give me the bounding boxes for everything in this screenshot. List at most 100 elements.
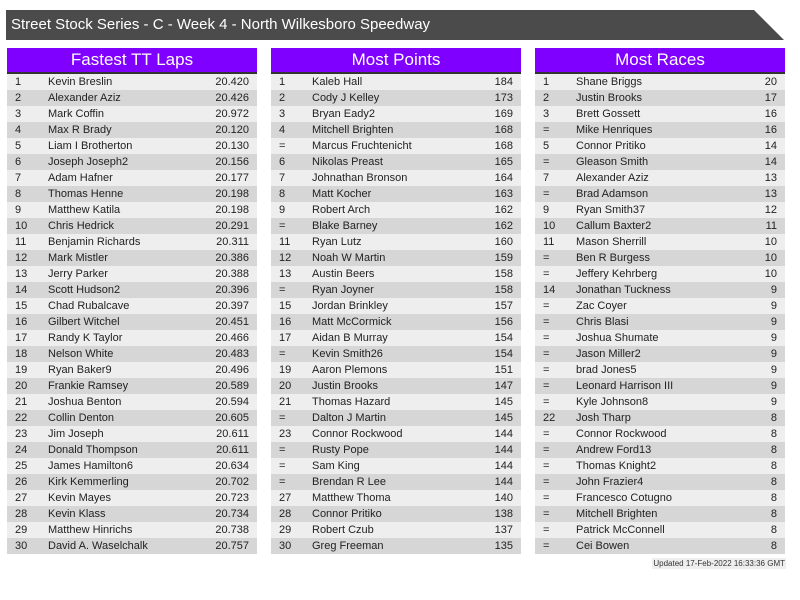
position-cell: =	[543, 508, 550, 520]
position-cell: =	[543, 252, 550, 264]
table-row: 3 Bryan Eady2 169	[271, 106, 521, 122]
value-cell: 156	[494, 316, 513, 328]
value-cell: 8	[770, 428, 777, 440]
position-cell: =	[279, 412, 286, 424]
value-cell: 16	[764, 124, 777, 136]
driver-name-cell: Donald Thompson	[48, 444, 138, 456]
driver-name-cell: Jim Joseph	[48, 428, 104, 440]
driver-name-cell: Chad Rubalcave	[48, 300, 130, 312]
driver-name-cell: Matt Kocher	[312, 188, 372, 200]
value-cell: 17	[764, 92, 777, 104]
table-row: = Patrick McConnell 8	[535, 522, 785, 538]
driver-name-cell: Ryan Baker9	[48, 364, 112, 376]
table-row: = Leonard Harrison III 9	[535, 378, 785, 394]
position-cell: =	[279, 348, 286, 360]
position-cell: 15	[15, 300, 28, 312]
position-cell: 27	[15, 492, 28, 504]
driver-name-cell: Jonathan Tuckness	[576, 284, 671, 296]
driver-name-cell: Aidan B Murray	[312, 332, 388, 344]
table-row: 7 Johnathan Bronson 164	[271, 170, 521, 186]
position-cell: =	[543, 444, 550, 456]
position-cell: 18	[15, 348, 28, 360]
driver-name-cell: Blake Barney	[312, 220, 378, 232]
table-row: 18 Nelson White 20.483	[7, 346, 257, 362]
value-cell: 144	[494, 428, 513, 440]
driver-name-cell: Alexander Aziz	[576, 172, 649, 184]
driver-name-cell: Jordan Brinkley	[312, 300, 388, 312]
value-cell: 144	[494, 476, 513, 488]
table-row: 19 Aaron Plemons 151	[271, 362, 521, 378]
driver-name-cell: Francesco Cotugno	[576, 492, 672, 504]
driver-name-cell: John Frazier4	[576, 476, 644, 488]
driver-name-cell: Leonard Harrison III	[576, 380, 674, 392]
position-cell: =	[279, 476, 286, 488]
table-row: 13 Jerry Parker 20.388	[7, 266, 257, 282]
driver-name-cell: Adam Hafner	[48, 172, 113, 184]
table-row: 30 David A. Waselchalk 20.757	[7, 538, 257, 554]
table-row: = Ben R Burgess 10	[535, 250, 785, 266]
value-cell: 13	[764, 188, 777, 200]
value-cell: 10	[764, 252, 777, 264]
position-cell: 1	[543, 76, 550, 88]
table-row: 15 Chad Rubalcave 20.397	[7, 298, 257, 314]
table-row: 30 Greg Freeman 135	[271, 538, 521, 554]
table-row: = Chris Blasi 9	[535, 314, 785, 330]
value-cell: 20.702	[215, 476, 249, 488]
table-row: 3 Brett Gossett 16	[535, 106, 785, 122]
value-cell: 20.496	[215, 364, 249, 376]
table-row: = Dalton J Martin 145	[271, 410, 521, 426]
table-row: 22 Josh Tharp 8	[535, 410, 785, 426]
value-cell: 137	[494, 524, 513, 536]
position-cell: 6	[15, 156, 22, 168]
value-cell: 20.451	[215, 316, 249, 328]
position-cell: 24	[15, 444, 28, 456]
position-cell: =	[543, 460, 550, 472]
value-cell: 20.198	[215, 188, 249, 200]
driver-name-cell: Kevin Klass	[48, 508, 106, 520]
table-row: 16 Matt McCormick 156	[271, 314, 521, 330]
driver-name-cell: Connor Pritiko	[312, 508, 382, 520]
value-cell: 147	[494, 380, 513, 392]
driver-name-cell: Sam King	[312, 460, 360, 472]
table-row: 14 Jonathan Tuckness 9	[535, 282, 785, 298]
value-cell: 169	[494, 108, 513, 120]
value-cell: 20.611	[216, 428, 249, 440]
value-cell: 9	[770, 316, 777, 328]
table-row: 21 Joshua Benton 20.594	[7, 394, 257, 410]
position-cell: 9	[15, 204, 22, 216]
table-row: 5 Connor Pritiko 14	[535, 138, 785, 154]
driver-name-cell: Joseph Joseph2	[48, 156, 129, 168]
value-cell: 173	[494, 92, 513, 104]
value-cell: 20.426	[215, 92, 249, 104]
value-cell: 20.120	[215, 124, 249, 136]
driver-name-cell: Bryan Eady2	[312, 108, 375, 120]
value-cell: 10	[764, 268, 777, 280]
position-cell: =	[279, 444, 286, 456]
position-cell: =	[279, 220, 286, 232]
table-row: = Sam King 144	[271, 458, 521, 474]
value-cell: 14	[764, 156, 777, 168]
position-cell: 19	[279, 364, 292, 376]
table-row: 17 Randy K Taylor 20.466	[7, 330, 257, 346]
value-cell: 20.386	[215, 252, 249, 264]
value-cell: 9	[770, 396, 777, 408]
position-cell: 3	[279, 108, 286, 120]
driver-name-cell: Ryan Smith37	[576, 204, 646, 216]
position-cell: 22	[543, 412, 556, 424]
driver-name-cell: Noah W Martin	[312, 252, 386, 264]
leaderboard-list: 1 Kevin Breslin 20.420 2 Alexander Aziz 20.42…	[7, 74, 257, 554]
table-row: 14 Scott Hudson2 20.396	[7, 282, 257, 298]
driver-name-cell: Frankie Ramsey	[48, 380, 129, 392]
table-row: = Zac Coyer 9	[535, 298, 785, 314]
table-row: 9 Matthew Katila 20.198	[7, 202, 257, 218]
table-row: = Cei Bowen 8	[535, 538, 785, 554]
value-cell: 160	[494, 236, 513, 248]
driver-name-cell: Matthew Katila	[48, 204, 121, 216]
position-cell: =	[279, 140, 286, 152]
position-cell: 2	[279, 92, 286, 104]
position-cell: 11	[543, 236, 555, 248]
position-cell: 4	[15, 124, 22, 136]
position-cell: 23	[15, 428, 28, 440]
position-cell: 7	[279, 172, 286, 184]
table-row: 9 Ryan Smith37 12	[535, 202, 785, 218]
